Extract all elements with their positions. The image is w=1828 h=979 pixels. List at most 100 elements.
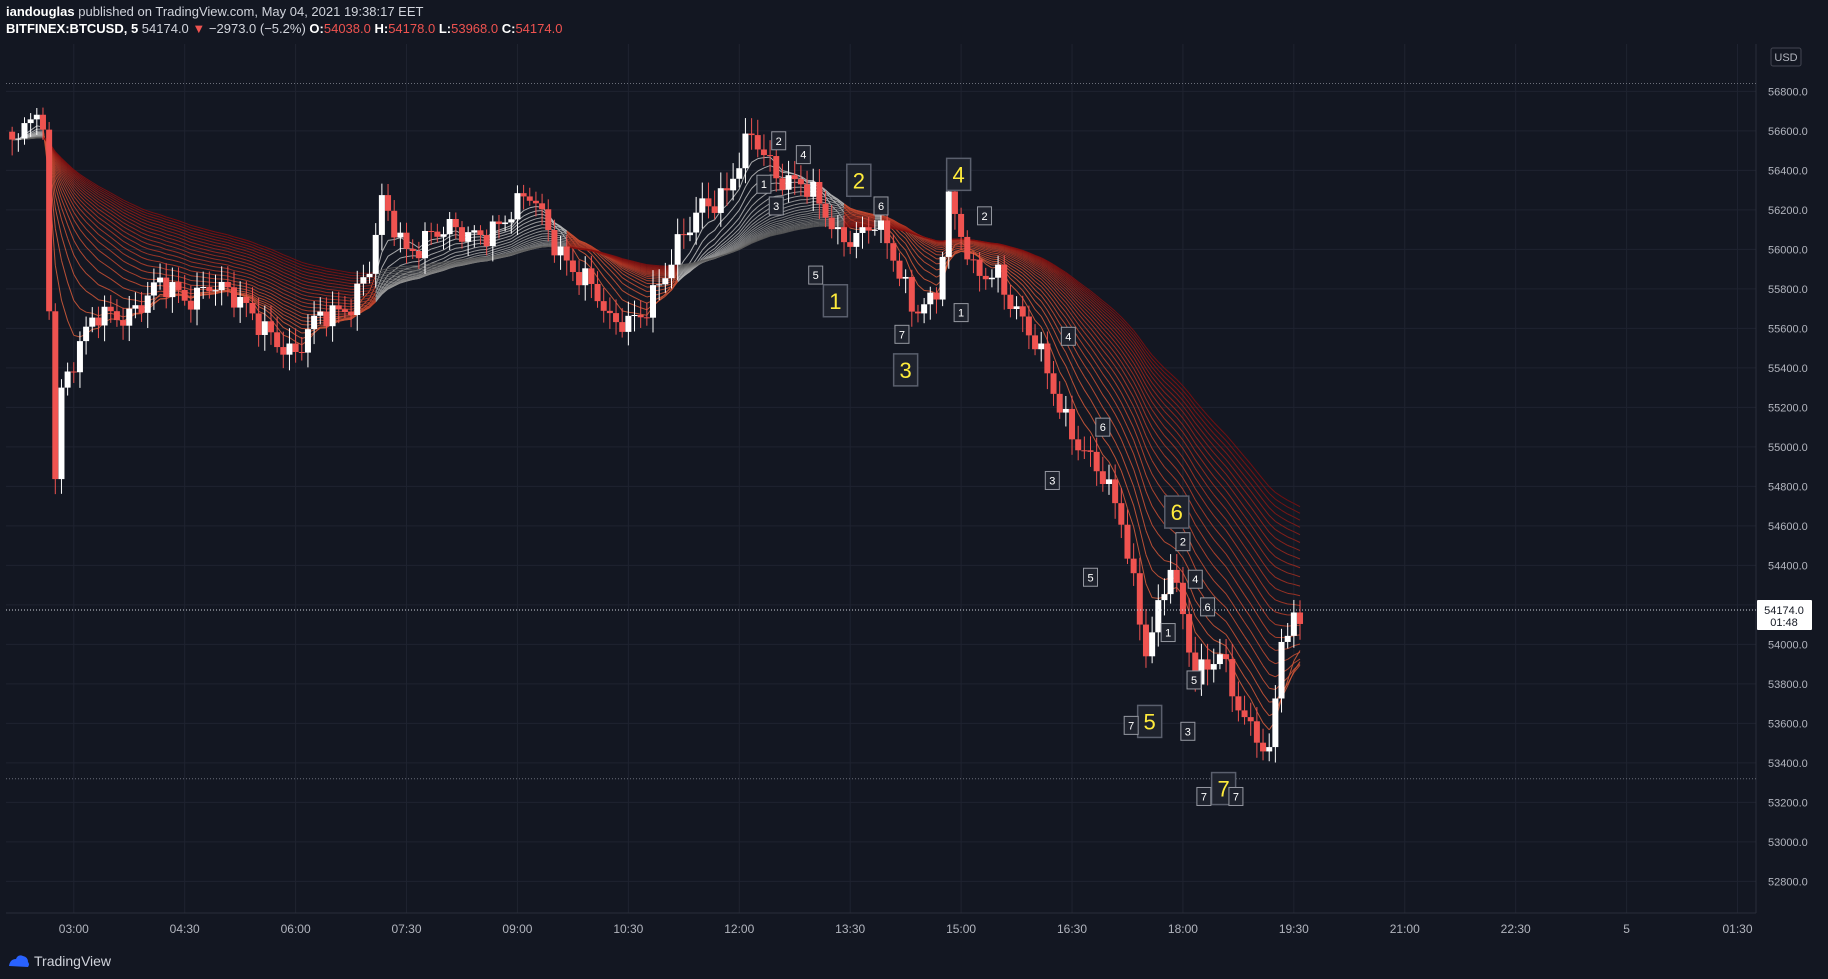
- ema-line-segment: [1108, 364, 1116, 375]
- ema-line-segment: [338, 293, 345, 295]
- ema-line-segment: [1034, 284, 1042, 292]
- ema-line-segment: [1164, 372, 1171, 379]
- ema-line-segment: [79, 214, 87, 223]
- ema-line-segment: [1003, 260, 1011, 266]
- ema-line-segment: [449, 238, 456, 242]
- ema-line-segment: [1225, 434, 1233, 443]
- ema-line-segment: [578, 258, 586, 263]
- ema-line-segment: [720, 245, 728, 251]
- ema-line-segment: [1096, 317, 1104, 325]
- ema-line-segment: [634, 284, 641, 289]
- ema-line-segment: [850, 227, 857, 231]
- ema-line-segment: [738, 235, 746, 243]
- ema-line-segment: [1176, 458, 1184, 468]
- ema-line-segment: [782, 170, 789, 173]
- ema-line-segment: [1010, 250, 1017, 255]
- ema-line-segment: [1016, 251, 1023, 255]
- x-tick-label: 07:30: [392, 922, 422, 936]
- ema-line-segment: [646, 273, 654, 275]
- ema-line-segment: [1096, 325, 1104, 334]
- ema-line-segment: [566, 243, 573, 247]
- ema-line-segment: [486, 257, 493, 260]
- ema-line-segment: [233, 241, 241, 245]
- ema-line-segment: [73, 192, 81, 201]
- ema-line-segment: [1219, 522, 1227, 531]
- ema-line-segment: [585, 248, 592, 251]
- y-tick-label: 55600.0: [1768, 323, 1808, 335]
- ema-line-segment: [1047, 263, 1054, 269]
- ema-line-segment: [1244, 475, 1252, 485]
- ema-line-segment: [628, 281, 635, 286]
- ema-line-segment: [776, 221, 783, 225]
- ema-line-segment: [1120, 355, 1128, 366]
- ema-line-segment: [1194, 477, 1202, 488]
- author-name[interactable]: iandouglas: [6, 4, 75, 19]
- ema-line-segment: [1207, 496, 1215, 506]
- ema-line-segment: [431, 263, 438, 266]
- ema-line-segment: [1083, 405, 1091, 416]
- ema-line-segment: [1188, 426, 1196, 437]
- ema-line-segment: [437, 269, 444, 272]
- ema-line-segment: [314, 267, 321, 271]
- ema-line-segment: [1281, 550, 1288, 555]
- ema-line-segment: [603, 255, 611, 261]
- ema-line-segment: [215, 290, 222, 293]
- ema-line-segment: [1040, 285, 1048, 294]
- ema-line-segment: [1157, 484, 1165, 494]
- ema-line-segment: [1133, 381, 1141, 395]
- ema-line-segment: [738, 241, 746, 247]
- ema-line-segment: [850, 213, 857, 216]
- ema-line-segment: [1213, 552, 1221, 561]
- ema-line-segment: [1237, 560, 1245, 570]
- ema-line-segment: [782, 230, 789, 234]
- ema-line-segment: [1028, 299, 1036, 310]
- ema-line-segment: [1047, 275, 1054, 283]
- ema-line-segment: [332, 292, 339, 295]
- ema-line-segment: [313, 326, 321, 331]
- ema-line-segment: [1157, 396, 1165, 405]
- ema-line-segment: [449, 234, 456, 237]
- ema-line-segment: [634, 304, 641, 309]
- ema-line-segment: [1090, 322, 1098, 331]
- ema-line-segment: [1034, 261, 1042, 267]
- ema-line-segment: [1034, 277, 1042, 283]
- ema-line-segment: [344, 279, 352, 282]
- ema-line-segment: [997, 257, 1005, 262]
- ema-line-segment: [209, 240, 216, 244]
- candle-body: [218, 281, 225, 291]
- ema-line-segment: [1133, 416, 1141, 432]
- ema-line-segment: [1004, 248, 1011, 252]
- ema-line-segment: [67, 177, 75, 187]
- price-chart[interactable]: 56800.056600.056400.056200.056000.055800…: [0, 0, 1828, 944]
- ema-line-segment: [60, 191, 69, 207]
- ema-line-segment: [215, 234, 222, 237]
- ema-line-segment: [233, 236, 241, 239]
- ema-line-segment: [91, 181, 99, 187]
- ema-line-segment: [554, 227, 561, 230]
- ema-line-segment: [227, 271, 235, 275]
- ema-line-segment: [159, 224, 167, 229]
- ema-line-segment: [566, 238, 574, 242]
- ema-line-segment: [695, 228, 703, 242]
- ema-line-segment: [135, 266, 142, 271]
- ema-line-segment: [529, 241, 537, 245]
- ema-line-segment: [1293, 523, 1301, 528]
- ema-line-segment: [1262, 722, 1270, 731]
- ema-line-segment: [1268, 659, 1276, 665]
- ema-line-segment: [621, 289, 629, 295]
- ema-line-segment: [1083, 423, 1091, 433]
- ema-line-segment: [634, 276, 641, 281]
- symbol-name: BITFINEX:BTCUSD, 5: [6, 21, 139, 36]
- ema-line-segment: [455, 264, 463, 267]
- ema-line-segment: [1139, 338, 1147, 348]
- ema-line-segment: [535, 233, 543, 237]
- ema-line-segment: [1157, 361, 1165, 369]
- ema-line-segment: [1077, 298, 1085, 306]
- ema-line-segment: [1059, 271, 1067, 277]
- ema-line-segment: [276, 289, 284, 294]
- ema-line-segment: [813, 221, 820, 224]
- ema-line-segment: [905, 230, 912, 234]
- ema-line-segment: [455, 247, 463, 249]
- ema-line-segment: [1287, 562, 1295, 566]
- ema-line-segment: [1164, 435, 1171, 443]
